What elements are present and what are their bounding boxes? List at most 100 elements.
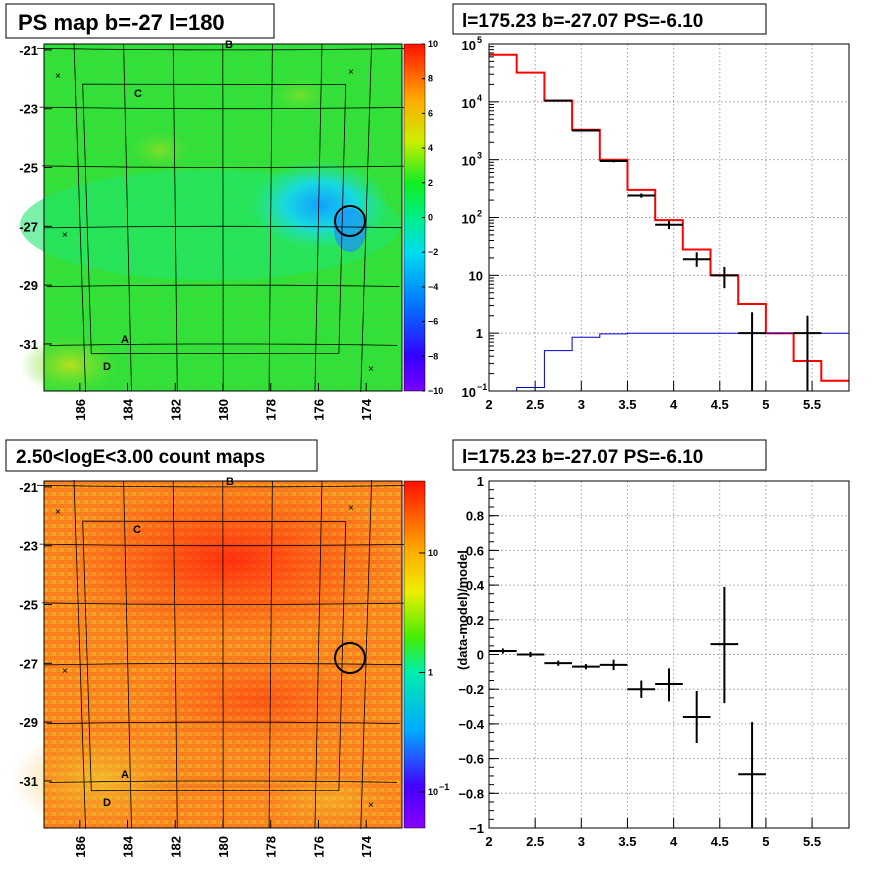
- x-tick-label: 5: [762, 397, 769, 412]
- count-map-marker-c: C: [133, 524, 141, 536]
- x-tick-label: 2: [485, 834, 492, 849]
- ps-map-x-ticks: 186 184 182 180 178 176 174: [73, 383, 374, 421]
- data-point: [627, 193, 656, 198]
- y-tick-label: -27: [19, 219, 38, 234]
- ps-map-marker-b: B: [225, 39, 233, 51]
- ps-map-marker-a: A: [121, 334, 129, 346]
- y-tick-label: 0.6: [466, 543, 484, 558]
- x-tick-label: 182: [168, 836, 183, 858]
- palette-tick-label: 0: [428, 213, 433, 223]
- palette-tick-label: 4: [428, 143, 433, 153]
- x-tick-label: 3.5: [618, 834, 636, 849]
- x-tick-label: 178: [264, 836, 279, 858]
- palette-tick-label: 10: [428, 548, 438, 558]
- latitude-line: [36, 47, 409, 51]
- x-tick-label: 5: [762, 834, 769, 849]
- y-tick-label: -31: [19, 774, 38, 789]
- y-tick-label: 0.2: [466, 613, 484, 628]
- data-point: [572, 129, 600, 132]
- y-tick-label: 1: [476, 326, 483, 341]
- x-tick-label: 5.5: [803, 834, 821, 849]
- count-map-cross: ×: [348, 503, 354, 514]
- y-tick-label: -23: [19, 102, 38, 117]
- x-tick-label: 184: [121, 398, 136, 420]
- palette-tick-label: 6: [428, 108, 433, 118]
- x-tick-label: 174: [359, 398, 374, 420]
- y-tick-exponent: 3: [477, 151, 482, 161]
- longitude-line: [172, 480, 178, 829]
- y-tick-label: -25: [19, 598, 38, 613]
- y-tick-label: 0.4: [466, 578, 485, 593]
- y-tick-label: 10: [462, 96, 476, 111]
- data-point: [655, 220, 683, 230]
- y-tick-label: 10: [462, 212, 476, 227]
- longitude-line: [268, 480, 273, 829]
- longitude-line: [314, 43, 323, 392]
- x-tick-label: 2.5: [526, 834, 544, 849]
- count-map-cross: ×: [55, 507, 61, 518]
- palette-tick-exponent: −1: [439, 782, 449, 792]
- count-map-bright-region-2: [140, 650, 380, 750]
- palette-tick-label: 8: [428, 74, 433, 84]
- palette-tick-label: 2: [428, 178, 433, 188]
- y-tick-label: -31: [19, 337, 38, 352]
- y-tick-label: -25: [19, 161, 38, 176]
- roi-boundary: [82, 83, 347, 355]
- count-map-bright-region: [60, 480, 400, 640]
- x-tick-label: 180: [216, 399, 231, 421]
- residual-point: [599, 659, 628, 671]
- ps-map-cross: ×: [55, 71, 61, 82]
- longitude-line: [360, 43, 372, 392]
- ps-map-title-box: [5, 3, 275, 39]
- data-point: [682, 252, 711, 267]
- spectrum-x-ticks: 2 2.5 3 3.5 4 4.5 5 5.5: [485, 381, 821, 412]
- longitude-line: [73, 42, 86, 393]
- x-tick-label: 186: [73, 836, 88, 858]
- x-tick-label: 2.5: [526, 397, 544, 412]
- x-tick-label: 176: [311, 399, 326, 421]
- x-tick-label: 2: [485, 397, 492, 412]
- y-tick-label: -23: [19, 539, 38, 554]
- longitude-line: [73, 479, 86, 830]
- count-map-cross: ×: [62, 666, 68, 677]
- count-map-coordinate-grid: [36, 479, 409, 830]
- residual-point: [572, 664, 600, 670]
- residual-point: [710, 586, 739, 704]
- x-tick-label: 5.5: [803, 397, 821, 412]
- ps-map-coordinate-grid: [36, 42, 409, 393]
- x-tick-label: 3.5: [618, 397, 636, 412]
- data-point: [544, 99, 573, 102]
- y-tick-label: -29: [19, 715, 38, 730]
- x-tick-label: 184: [121, 835, 136, 857]
- ps-map-palette-ticks: 10 8 6 4 2 0 −2 −4 −6 −8 −10: [422, 39, 443, 396]
- y-tick-label: -27: [19, 656, 38, 671]
- longitude-line: [123, 43, 132, 392]
- y-tick-label: 0: [477, 648, 484, 663]
- y-tick-label: −0.8: [458, 786, 484, 801]
- count-map-marker-a: A: [121, 769, 129, 781]
- residual-point: [682, 690, 711, 743]
- ps-map-title: PS map b=-27 l=180: [18, 10, 225, 35]
- roi-boundary: [82, 520, 347, 792]
- longitude-line: [360, 480, 372, 829]
- y-tick-label: -21: [19, 43, 38, 58]
- y-tick-label: 10: [462, 385, 476, 400]
- residual-panel: 1 0.8 0.6 0.4 0.2 0 −0.2 −0.4 −0.6 −0.8 −1 2 2.5 3 3.…: [452, 439, 850, 849]
- ps-map-source-circle: [334, 205, 366, 237]
- count-map-marker-d: D: [103, 797, 111, 809]
- y-tick-label: 0.8: [466, 509, 484, 524]
- y-tick-label: −0.2: [458, 682, 484, 697]
- residual-x-ticks: 2 2.5 3 3.5 4 4.5 5 5.5: [485, 818, 821, 849]
- x-tick-label: 4: [670, 834, 678, 849]
- x-tick-label: 3: [578, 834, 585, 849]
- y-tick-exponent: −1: [477, 382, 487, 392]
- residual-title: l=175.23 b=-27.07 PS=-6.10: [462, 447, 703, 468]
- x-tick-label: 4.5: [711, 397, 729, 412]
- palette-tick-label: −2: [428, 247, 438, 257]
- palette-tick-label: −8: [428, 351, 438, 361]
- spectrum-title: l=175.23 b=-27.07 PS=-6.10: [462, 11, 703, 32]
- residual-series: [489, 586, 766, 828]
- y-tick-label: 10: [462, 154, 476, 169]
